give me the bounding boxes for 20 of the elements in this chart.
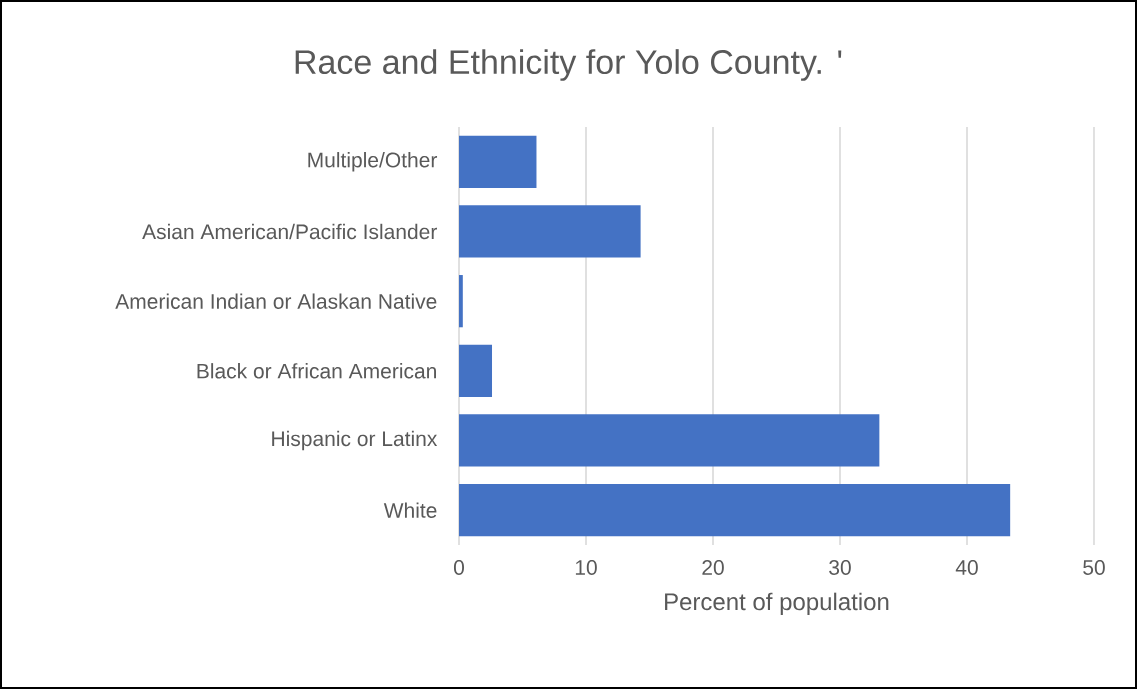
bar: [459, 414, 880, 467]
bar: [459, 484, 1011, 537]
bar: [459, 205, 641, 258]
bar: [459, 344, 493, 397]
bar: [459, 135, 537, 188]
x-tick-label: 10: [575, 560, 597, 575]
x-tick-label: 50: [1083, 560, 1105, 575]
y-tick-label: American Indian or Alaskan Native: [115, 293, 437, 309]
x-tick-label: 30: [829, 560, 851, 575]
x-tick-label: 40: [955, 560, 978, 575]
x-axis-title: Percent of population: [665, 592, 889, 616]
y-tick-label: Asian American/Pacific Islander: [142, 223, 437, 240]
chart-title: Race and Ethnicity for Yolo County. ': [295, 49, 842, 81]
y-tick-label: Hispanic or Latinx: [272, 430, 438, 451]
y-tick-label: Black or African American: [197, 363, 436, 379]
y-tick-label: Multiple/Other: [308, 152, 438, 172]
bar: [459, 275, 463, 328]
x-tick-label: 20: [702, 560, 724, 575]
x-tick-label: 0: [453, 560, 465, 575]
y-tick-label: White: [383, 502, 437, 518]
